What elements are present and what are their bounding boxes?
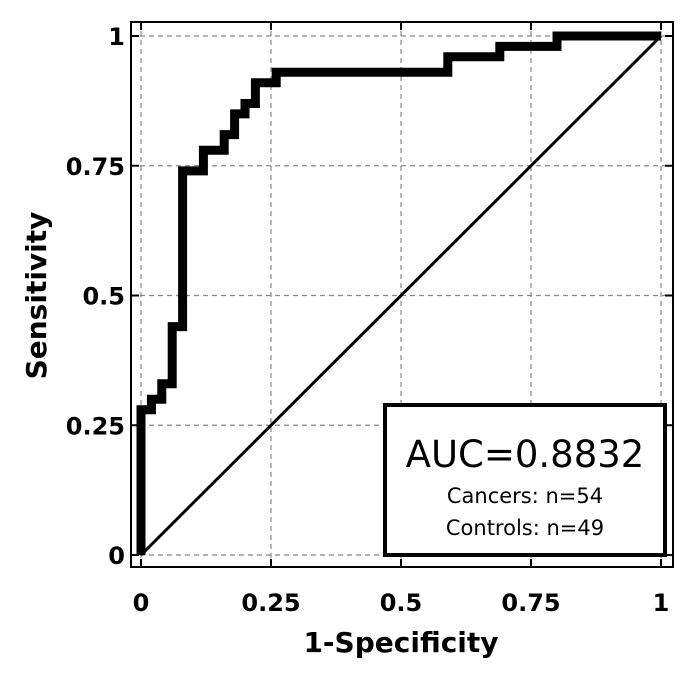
x-tick-label: 0.25 — [241, 589, 300, 617]
y-axis-title: Sensitivity — [20, 212, 53, 380]
y-tick-label: 0.5 — [82, 283, 125, 311]
legend-cancers: Cancers: n=54 — [447, 484, 603, 508]
y-tick-label: 0 — [108, 542, 125, 570]
tick-layer: 0 0.25 0.5 0.75 1 0 0.25 0.5 0.75 1 — [66, 22, 673, 617]
legend-frame — [383, 403, 667, 557]
y-tick-label: 0.25 — [66, 412, 125, 440]
x-tick-label: 0 — [133, 589, 150, 617]
diagonal-reference-line — [139, 34, 663, 557]
series-layer — [136, 31, 663, 557]
legend-box: AUC=0.8832 Cancers: n=54 Controls: n=49 — [383, 403, 667, 557]
x-tick-label: 1 — [653, 589, 670, 617]
y-tick-label: 1 — [108, 23, 125, 51]
x-tick-label: 0.5 — [380, 589, 423, 617]
x-tick-label: 0.75 — [501, 589, 560, 617]
roc-curve — [136, 31, 661, 555]
x-axis-title: 1-Specificity — [303, 626, 498, 659]
legend-controls: Controls: n=49 — [446, 516, 604, 540]
y-tick-label: 0.75 — [66, 153, 125, 181]
legend-auc: AUC=0.8832 — [406, 433, 645, 476]
